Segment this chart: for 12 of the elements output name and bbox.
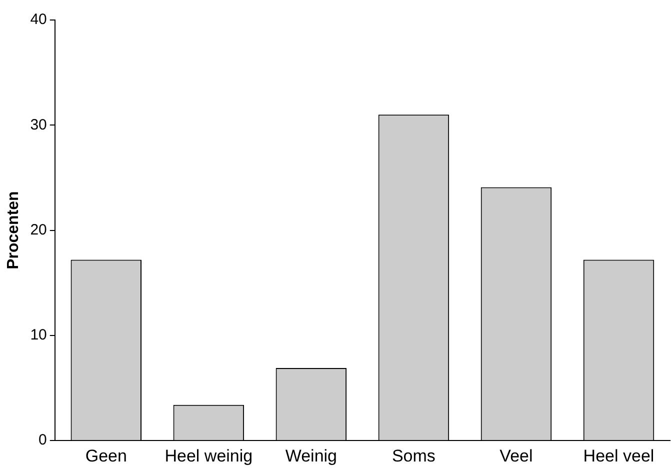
y-tick-label: 40: [30, 11, 47, 28]
x-tick-label: Heel weinig: [164, 446, 253, 466]
x-tick-label: Heel veel: [583, 446, 654, 466]
x-tick-label: Geen: [85, 446, 127, 466]
y-tick-label: 30: [30, 116, 47, 134]
y-tick-label: 0: [38, 432, 47, 449]
y-tick-label: 10: [30, 326, 47, 344]
y-tick-label: 20: [30, 221, 47, 238]
x-tick-label: Soms: [392, 446, 436, 466]
y-axis-title: Procenten: [5, 191, 22, 270]
x-tick-label: Veel: [500, 446, 533, 466]
x-tick-label: Weinig: [285, 446, 338, 466]
